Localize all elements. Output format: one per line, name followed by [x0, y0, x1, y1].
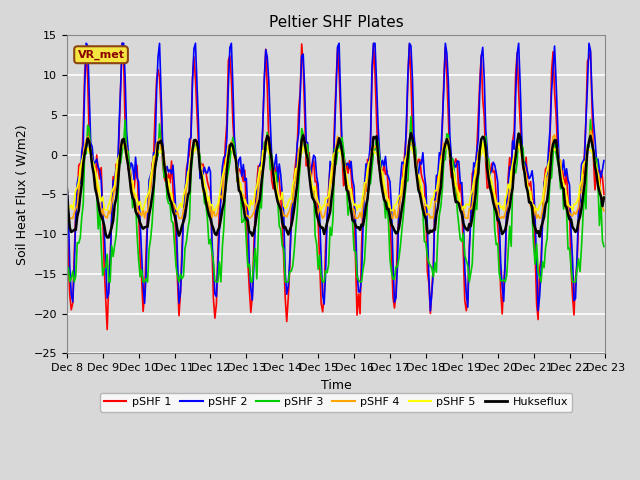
pSHF 3 — [600, 244, 608, 250]
pSHF 1 — [103, 327, 111, 333]
X-axis label: Time: Time — [321, 379, 351, 392]
Hukseflux — [131, 197, 138, 203]
pSHF 3 — [225, 168, 232, 174]
pSHF 4 — [600, 208, 608, 214]
pSHF 4 — [252, 204, 259, 210]
pSHF 3 — [573, 267, 581, 273]
pSHF 2 — [83, 40, 90, 46]
Line: pSHF 1: pSHF 1 — [67, 43, 604, 330]
pSHF 2 — [252, 220, 259, 226]
pSHF 4 — [63, 214, 70, 220]
pSHF 4 — [587, 128, 595, 133]
Hukseflux — [600, 195, 608, 201]
pSHF 5 — [250, 199, 258, 205]
Hukseflux — [300, 132, 307, 138]
pSHF 5 — [600, 197, 608, 203]
pSHF 5 — [129, 178, 136, 184]
pSHF 4 — [243, 213, 250, 219]
pSHF 3 — [243, 239, 250, 245]
pSHF 2 — [243, 176, 250, 181]
pSHF 3 — [300, 131, 307, 137]
Line: pSHF 3: pSHF 3 — [67, 116, 604, 282]
pSHF 2 — [131, 177, 138, 182]
pSHF 5 — [63, 207, 70, 213]
pSHF 1 — [132, 169, 140, 175]
pSHF 4 — [300, 133, 307, 139]
pSHF 2 — [426, 308, 434, 313]
pSHF 4 — [572, 211, 579, 217]
Hukseflux — [243, 216, 250, 222]
Hukseflux — [252, 222, 259, 228]
Title: Peltier SHF Plates: Peltier SHF Plates — [269, 15, 403, 30]
pSHF 5 — [572, 202, 579, 207]
pSHF 1 — [226, 53, 234, 59]
pSHF 3 — [407, 113, 415, 119]
Hukseflux — [407, 130, 415, 136]
Hukseflux — [63, 184, 70, 190]
pSHF 1 — [244, 259, 252, 264]
pSHF 3 — [252, 245, 259, 251]
pSHF 2 — [300, 51, 307, 57]
pSHF 4 — [65, 216, 72, 221]
pSHF 2 — [63, 179, 70, 185]
pSHF 2 — [225, 83, 232, 88]
pSHF 4 — [131, 192, 138, 197]
pSHF 3 — [63, 268, 70, 274]
Line: pSHF 4: pSHF 4 — [67, 131, 604, 218]
pSHF 3 — [66, 279, 74, 285]
pSHF 5 — [479, 139, 486, 144]
pSHF 1 — [118, 40, 126, 46]
pSHF 5 — [223, 155, 230, 160]
Line: Hukseflux: Hukseflux — [67, 133, 604, 238]
pSHF 1 — [573, 261, 581, 267]
pSHF 1 — [600, 192, 608, 197]
Legend: pSHF 1, pSHF 2, pSHF 3, pSHF 4, pSHF 5, Hukseflux: pSHF 1, pSHF 2, pSHF 3, pSHF 4, pSHF 5, … — [100, 393, 572, 411]
Line: pSHF 2: pSHF 2 — [67, 43, 604, 311]
pSHF 1 — [301, 113, 308, 119]
pSHF 5 — [241, 196, 249, 202]
pSHF 2 — [600, 157, 608, 163]
pSHF 5 — [298, 151, 305, 157]
Hukseflux — [573, 227, 581, 233]
Hukseflux — [225, 154, 232, 160]
pSHF 2 — [573, 255, 581, 261]
Text: VR_met: VR_met — [77, 49, 125, 60]
Line: pSHF 5: pSHF 5 — [67, 142, 604, 210]
pSHF 1 — [253, 180, 260, 186]
pSHF 4 — [225, 143, 232, 148]
pSHF 1 — [63, 194, 70, 200]
pSHF 3 — [131, 199, 138, 204]
Y-axis label: Soil Heat Flux ( W/m2): Soil Heat Flux ( W/m2) — [15, 124, 28, 264]
Hukseflux — [105, 235, 113, 240]
